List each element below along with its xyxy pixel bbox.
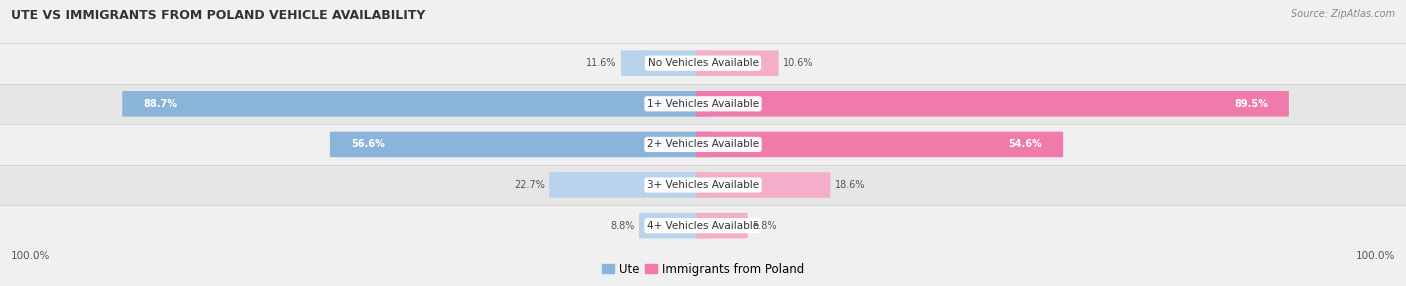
Text: UTE VS IMMIGRANTS FROM POLAND VEHICLE AVAILABILITY: UTE VS IMMIGRANTS FROM POLAND VEHICLE AV… [11, 9, 426, 21]
FancyBboxPatch shape [550, 172, 710, 198]
Text: 100.0%: 100.0% [11, 251, 51, 261]
Bar [0, 124, 1406, 165]
Text: 54.6%: 54.6% [1008, 140, 1042, 149]
FancyBboxPatch shape [696, 172, 831, 198]
Text: 2+ Vehicles Available: 2+ Vehicles Available [647, 140, 759, 149]
Text: 22.7%: 22.7% [515, 180, 546, 190]
FancyBboxPatch shape [621, 50, 710, 76]
FancyBboxPatch shape [696, 91, 1289, 117]
Text: 89.5%: 89.5% [1234, 99, 1268, 109]
Bar [0, 84, 1406, 124]
Text: 1+ Vehicles Available: 1+ Vehicles Available [647, 99, 759, 109]
Text: 10.6%: 10.6% [783, 58, 813, 68]
FancyBboxPatch shape [696, 132, 1063, 157]
Text: No Vehicles Available: No Vehicles Available [648, 58, 758, 68]
FancyBboxPatch shape [640, 213, 710, 239]
Legend: Ute, Immigrants from Poland: Ute, Immigrants from Poland [598, 258, 808, 280]
Bar [0, 43, 1406, 84]
Text: 18.6%: 18.6% [835, 180, 865, 190]
Text: 100.0%: 100.0% [1355, 251, 1395, 261]
Text: 56.6%: 56.6% [352, 140, 385, 149]
FancyBboxPatch shape [696, 50, 779, 76]
Bar [0, 165, 1406, 205]
Text: 3+ Vehicles Available: 3+ Vehicles Available [647, 180, 759, 190]
Text: 11.6%: 11.6% [586, 58, 617, 68]
FancyBboxPatch shape [122, 91, 710, 117]
Text: 4+ Vehicles Available: 4+ Vehicles Available [647, 221, 759, 231]
Text: 88.7%: 88.7% [143, 99, 177, 109]
FancyBboxPatch shape [330, 132, 710, 157]
FancyBboxPatch shape [696, 213, 748, 239]
Text: 8.8%: 8.8% [610, 221, 636, 231]
Text: Source: ZipAtlas.com: Source: ZipAtlas.com [1291, 9, 1395, 19]
Text: 5.8%: 5.8% [752, 221, 776, 231]
Bar [0, 205, 1406, 246]
